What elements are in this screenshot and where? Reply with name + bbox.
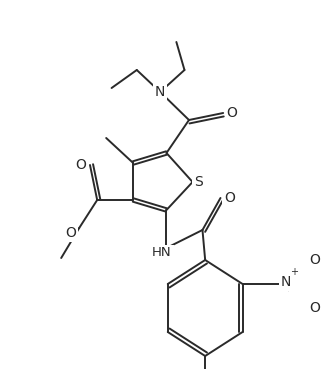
Text: +: +: [290, 267, 298, 277]
Text: O: O: [309, 301, 320, 315]
Text: O: O: [227, 106, 238, 120]
Text: O: O: [75, 158, 86, 172]
Text: N: N: [281, 275, 291, 289]
Text: HN: HN: [152, 246, 172, 259]
Text: N: N: [155, 85, 165, 99]
Text: O: O: [65, 226, 76, 240]
Text: S: S: [195, 175, 203, 189]
Text: O: O: [224, 191, 235, 205]
Text: O: O: [309, 253, 320, 267]
